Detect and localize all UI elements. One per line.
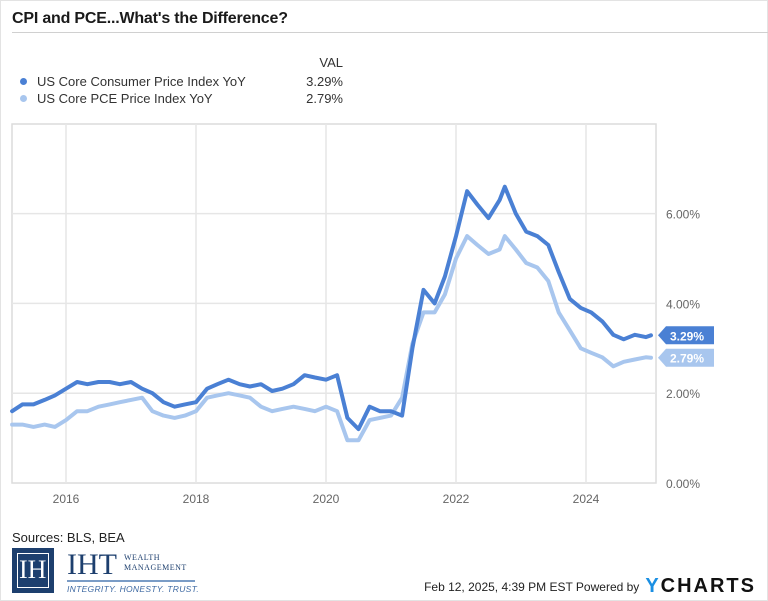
footer-credit: Feb 12, 2025, 4:39 PM EST Powered by YCH… bbox=[424, 575, 756, 598]
svg-text:2022: 2022 bbox=[443, 492, 470, 506]
timestamp: Feb 12, 2025, 4:39 PM EST Powered by bbox=[424, 579, 640, 594]
chart-title: CPI and PCE...What's the Difference? bbox=[12, 10, 288, 27]
svg-text:3.29%: 3.29% bbox=[670, 329, 704, 343]
svg-text:2024: 2024 bbox=[573, 492, 600, 506]
legend-item-pce[interactable]: US Core PCE Price Index YoY 2.79% bbox=[12, 90, 347, 107]
legend: VAL US Core Consumer Price Index YoY 3.2… bbox=[12, 55, 347, 107]
legend-label: US Core PCE Price Index YoY bbox=[37, 91, 213, 106]
svg-text:2018: 2018 bbox=[183, 492, 210, 506]
svg-text:2020: 2020 bbox=[313, 492, 340, 506]
svg-text:4.00%: 4.00% bbox=[666, 297, 700, 311]
ycharts-logo[interactable]: YCHARTS bbox=[645, 575, 756, 597]
sources-note: Sources: BLS, BEA bbox=[12, 530, 125, 545]
series-dot-icon bbox=[20, 78, 27, 85]
title-divider bbox=[12, 32, 768, 33]
iht-logo: IH IHT WEALTH MANAGEMENT INTEGRITY. HONES… bbox=[12, 548, 202, 594]
legend-value: 2.79% bbox=[306, 91, 343, 106]
logo-name: IHT bbox=[67, 548, 117, 581]
svg-text:2.00%: 2.00% bbox=[666, 387, 700, 401]
svg-text:6.00%: 6.00% bbox=[666, 208, 700, 222]
iht-logo-mark-icon: IH bbox=[12, 548, 54, 593]
legend-label: US Core Consumer Price Index YoY bbox=[37, 74, 246, 89]
logo-tagline: INTEGRITY. HONESTY. TRUST. bbox=[67, 584, 200, 594]
svg-text:2016: 2016 bbox=[53, 492, 80, 506]
legend-value: 3.29% bbox=[306, 74, 343, 89]
logo-subtitle: WEALTH MANAGEMENT bbox=[124, 553, 187, 572]
svg-text:0.00%: 0.00% bbox=[666, 477, 700, 491]
svg-text:2.79%: 2.79% bbox=[670, 352, 704, 366]
legend-value-header: VAL bbox=[319, 55, 343, 70]
series-dot-icon bbox=[20, 95, 27, 102]
legend-item-cpi[interactable]: US Core Consumer Price Index YoY 3.29% bbox=[12, 73, 347, 90]
